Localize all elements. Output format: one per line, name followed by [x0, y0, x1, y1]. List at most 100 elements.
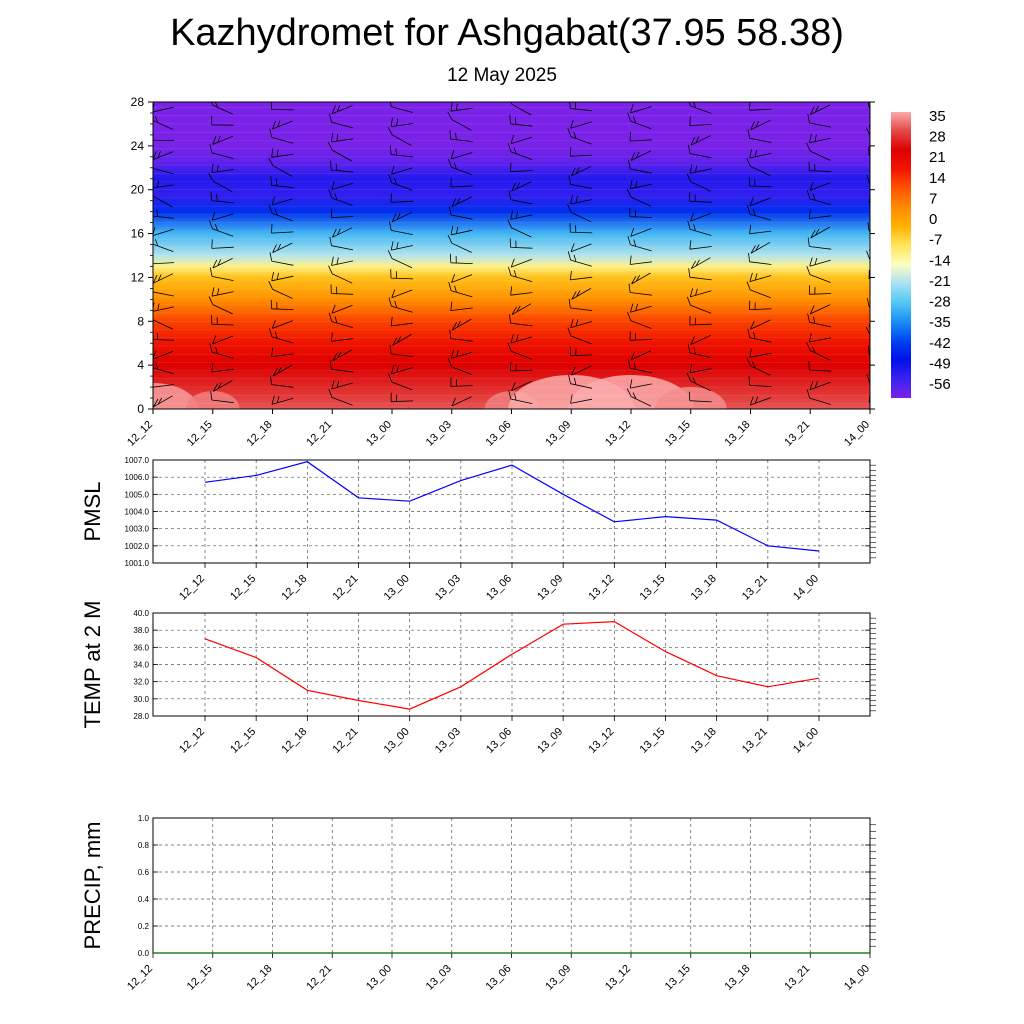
wind-barb — [271, 319, 293, 329]
wind-barb — [808, 285, 832, 295]
wind-barb — [450, 177, 473, 188]
x-tick-label: 12_21 — [331, 726, 361, 756]
wind-barb — [688, 268, 712, 281]
wind-barb — [211, 211, 234, 221]
wind-barb — [807, 114, 832, 128]
wind-barb — [153, 262, 175, 265]
wind-barb — [809, 304, 831, 315]
wind-barb — [808, 360, 832, 372]
wind-barb — [571, 165, 592, 177]
y-tick-label: 0.6 — [138, 868, 150, 877]
x-tick-label: 13_15 — [663, 419, 693, 449]
wind-barb — [451, 273, 473, 283]
wind-barb — [627, 312, 652, 329]
wind-barb — [153, 226, 174, 236]
x-tick-label: 13_06 — [484, 963, 514, 993]
x-tick-label: 12_21 — [304, 963, 334, 993]
wind-barb — [627, 359, 652, 374]
wind-barb — [212, 380, 233, 392]
y-tick-label: 20 — [131, 183, 145, 197]
wind-barb — [330, 160, 354, 173]
y-tick-label: 30.0 — [133, 695, 149, 704]
colorbar-label: 7 — [929, 190, 937, 207]
wind-barb — [567, 204, 592, 223]
wind-barb — [451, 396, 472, 407]
wind-barb — [809, 381, 831, 391]
wind-barb — [450, 301, 473, 311]
wind-barb — [510, 334, 533, 344]
wind-barb — [567, 127, 592, 145]
wind-barb — [746, 357, 771, 376]
wind-barb — [153, 291, 174, 297]
wind-barb — [869, 297, 870, 299]
wind-barb — [868, 345, 870, 356]
wind-barb — [153, 194, 173, 208]
wind-barb — [510, 258, 532, 268]
x-tick-label: 13_15 — [638, 726, 668, 756]
wind-barb — [509, 314, 533, 327]
wind-barb — [806, 266, 831, 283]
wind-barb — [690, 257, 711, 270]
wind-barb — [868, 121, 870, 128]
wind-barb — [329, 236, 354, 251]
x-tick-label: 13_18 — [723, 419, 753, 449]
x-tick-label: 12_21 — [331, 573, 361, 603]
wind-barb — [211, 315, 234, 326]
x-tick-label: 12_12 — [177, 726, 207, 756]
wind-barb — [570, 394, 593, 404]
wind-barb — [211, 239, 234, 249]
wind-barb — [268, 280, 293, 299]
x-tick-label: 12_18 — [245, 419, 275, 449]
wind-barb — [626, 188, 652, 207]
wind-barb — [631, 272, 651, 285]
wind-barb — [330, 332, 354, 342]
wind-barb — [749, 272, 772, 282]
wind-barb — [509, 114, 533, 127]
x-tick-label: 12_21 — [304, 419, 334, 449]
x-tick-label: 13_09 — [535, 573, 565, 603]
wind-barb — [208, 220, 234, 237]
y-tick-label: 0.2 — [138, 922, 150, 931]
wind-barb — [331, 105, 353, 115]
wind-barb — [511, 181, 532, 192]
wind-barb — [568, 175, 593, 189]
wind-barb — [749, 396, 771, 406]
y-tick-label: 1005.0 — [125, 490, 150, 499]
wind-barb — [208, 173, 233, 193]
wind-barb — [689, 164, 712, 174]
wind-barb — [387, 250, 413, 269]
wind-barb — [868, 146, 870, 156]
x-tick-label: 13_18 — [689, 726, 719, 756]
y-tick-label: 16 — [131, 227, 145, 241]
wind-barb — [390, 316, 413, 327]
y-tick-label: 0.4 — [138, 895, 150, 904]
wind-barb — [208, 296, 233, 315]
wind-barb — [570, 195, 593, 205]
wind-barb — [569, 102, 593, 112]
wind-barb — [568, 374, 593, 389]
wind-barb — [328, 189, 353, 206]
wind-barb — [687, 144, 712, 159]
wind-barb — [807, 313, 832, 328]
wind-barb — [211, 163, 234, 173]
y-tick-label: 0.8 — [138, 841, 150, 850]
colorbar-label: 21 — [929, 149, 946, 166]
y-tick-label: 28 — [131, 95, 145, 109]
wind-barb — [388, 373, 413, 391]
wind-barb — [570, 243, 592, 253]
wind-barb — [389, 145, 413, 158]
wind-barb — [153, 362, 174, 375]
pmsl-panel: 1007.0 1006.0 1005.0 1004.0 1003.0 1002.0 1001… — [80, 456, 876, 603]
x-tick-label: 13_00 — [382, 726, 412, 756]
wind-barb — [389, 221, 413, 235]
wind-barb — [272, 242, 293, 253]
wind-barb — [269, 128, 294, 144]
x-tick-label: 13_06 — [484, 726, 514, 756]
wind-barbs — [153, 102, 870, 408]
wind-barb — [388, 297, 413, 313]
wind-barb — [808, 209, 832, 219]
wind-barb — [629, 255, 652, 265]
colorbar: 35 28 21 14 7 0 -7 -14 -21 -28 -35 -42 -49 -56 — [891, 108, 951, 398]
wind-barb — [153, 239, 174, 252]
wind-barb — [629, 131, 653, 142]
